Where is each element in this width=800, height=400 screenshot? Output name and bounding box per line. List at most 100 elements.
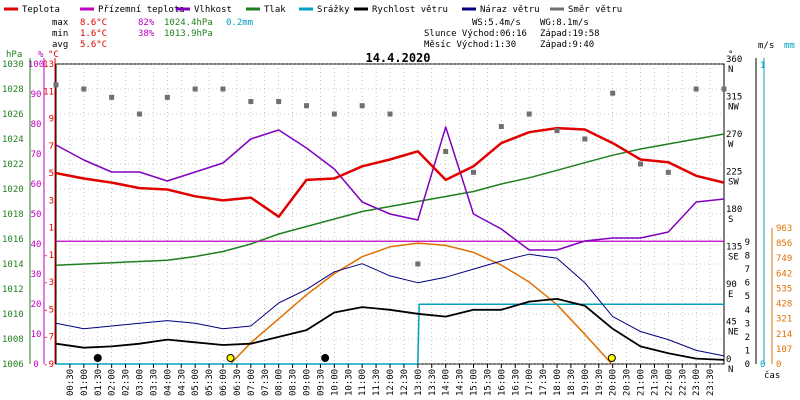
x-tick-label-13: 07:00 [247,369,257,396]
tick-pct-1: 10 [31,330,42,340]
x-tick-label-12: 06:30 [233,369,243,396]
x-tick-label-15: 08:00 [275,369,285,396]
series-winddir-point-10 [331,111,337,117]
tick-wm2-5: 535 [776,284,792,294]
x-tick-label-36: 18:30 [567,369,577,396]
legend-label-7: Směr větru [568,5,622,15]
stats-sunset: Západ:19:58 [540,29,600,39]
tick-dir-val-6: 270 [726,130,742,140]
series-winddir-point-4 [164,94,170,100]
axis-ms-title: m/s [758,41,774,51]
stats-min-hum: 38% [138,29,155,39]
x-tick-label-3: 02:00 [108,369,118,396]
tick-dir-lbl-4: S [728,215,733,225]
tick-ms-3: 3 [745,319,750,329]
tick-pct-10: 100 [28,60,44,70]
stats-min-label: min [52,29,68,39]
x-tick-label-26: 13:30 [428,369,438,396]
tick-pct-5: 50 [31,210,42,220]
series-winddir-point-23 [693,86,699,92]
tick-ms-5: 5 [745,292,750,302]
tick-hpa-11: 1028 [2,85,24,95]
stats-avg-label: avg [52,40,68,50]
series-gust-line [55,253,725,357]
series-winddir-point-6 [220,86,226,92]
stats-wind: WS:5.4m/s [472,18,521,28]
series-winddir-point-2 [109,94,115,100]
tick-degc-1: -7 [43,333,54,343]
tick-pct-4: 40 [31,240,42,250]
tick-pct-0: 0 [33,360,38,370]
tick-dir-lbl-7: NW [728,103,739,113]
x-tick-label-22: 11:30 [372,369,382,396]
tick-dir-val-4: 180 [726,205,742,215]
tick-wm2-7: 749 [776,254,792,264]
tick-degc-11: 13 [43,60,54,70]
stats-max-label: max [52,18,69,28]
tick-pct-3: 30 [31,270,42,280]
series-winddir-point-7 [248,99,254,104]
axis-dir-title: ° [728,50,733,60]
x-tick-label-40: 20:30 [623,369,633,396]
x-axis: 00:30 01:00 01:30 02:00 02:30 03:00 03:30 04:00… [66,364,716,396]
series-humidity-line [55,126,725,251]
x-tick-label-7: 04:00 [163,369,173,396]
tick-dir-lbl-2: E [728,290,733,300]
series-winddir-point-8 [276,99,282,104]
tick-dir-lbl-3: SE [728,253,739,263]
x-axis-unit-label: čas [764,370,780,381]
series-winddir-point-14 [443,149,449,154]
x-tick-label-27: 14:00 [442,369,452,396]
axis-degc-title: °C [48,50,59,60]
x-tick-label-46: 23:30 [706,369,716,396]
x-tick-label-42: 21:30 [650,369,660,396]
x-tick-label-24: 12:30 [400,369,410,396]
x-tick-label-5: 03:00 [136,369,146,396]
tick-degc-5: 1 [49,224,54,234]
x-tick-label-33: 17:00 [525,369,535,396]
tick-wm2-9: 963 [776,224,792,234]
x-tick-label-14: 07:30 [261,369,271,396]
moonset-marker [321,354,330,362]
series-winddir-point-24 [721,86,727,92]
axis-mm-title: mm [784,41,795,51]
axis-pct-title: % [38,50,44,60]
series-winddir-point-5 [192,86,198,92]
tick-hpa-12: 1030 [2,60,24,70]
legend-label-4: Srážky [317,5,350,15]
tick-dir-lbl-5: SW [728,178,739,188]
tick-ms-8: 8 [745,252,750,262]
tick-pct-6: 60 [31,180,42,190]
stats-moonset: Západ:9:40 [540,40,594,50]
tick-hpa-6: 1018 [2,210,24,220]
tick-hpa-5: 1016 [2,235,24,245]
tick-dir-val-2: 90 [726,280,737,290]
sunset-marker [607,354,616,362]
stats-moon: Měsíc Východ:1:30 [424,40,516,50]
x-tick-label-17: 09:00 [303,369,313,396]
tick-wm2-0: 0 [776,360,781,370]
tick-wm2-8: 856 [776,239,792,249]
series-winddir-point-21 [638,161,643,167]
legend: Teplota Přízemní teplota Vlhkost Tlak Srážky… [4,5,622,15]
chart-title: 14.4.2020 [365,51,430,65]
tick-wm2-3: 321 [776,315,792,325]
axes: hPa% °C1006100810101012101410161018102010… [2,41,795,375]
tick-dir-val-3: 135 [726,243,742,253]
series-winddir-point-0 [53,82,59,88]
x-tick-label-16: 08:30 [289,369,299,396]
axis-hpa-title: hPa [6,50,22,60]
tick-degc-6: 3 [49,196,54,206]
tick-dir-val-5: 225 [726,168,742,178]
tick-degc-7: 5 [49,169,54,179]
tick-dir-val-0: 0 [726,355,731,365]
tick-wm2-6: 642 [776,269,792,279]
x-tick-label-19: 10:00 [330,369,340,396]
tick-wm2-1: 107 [776,345,792,355]
series-pressure-line [55,133,725,267]
series-winddir-point-12 [387,111,393,117]
x-tick-label-9: 05:00 [191,369,201,396]
tick-hpa-2: 1010 [2,310,24,320]
